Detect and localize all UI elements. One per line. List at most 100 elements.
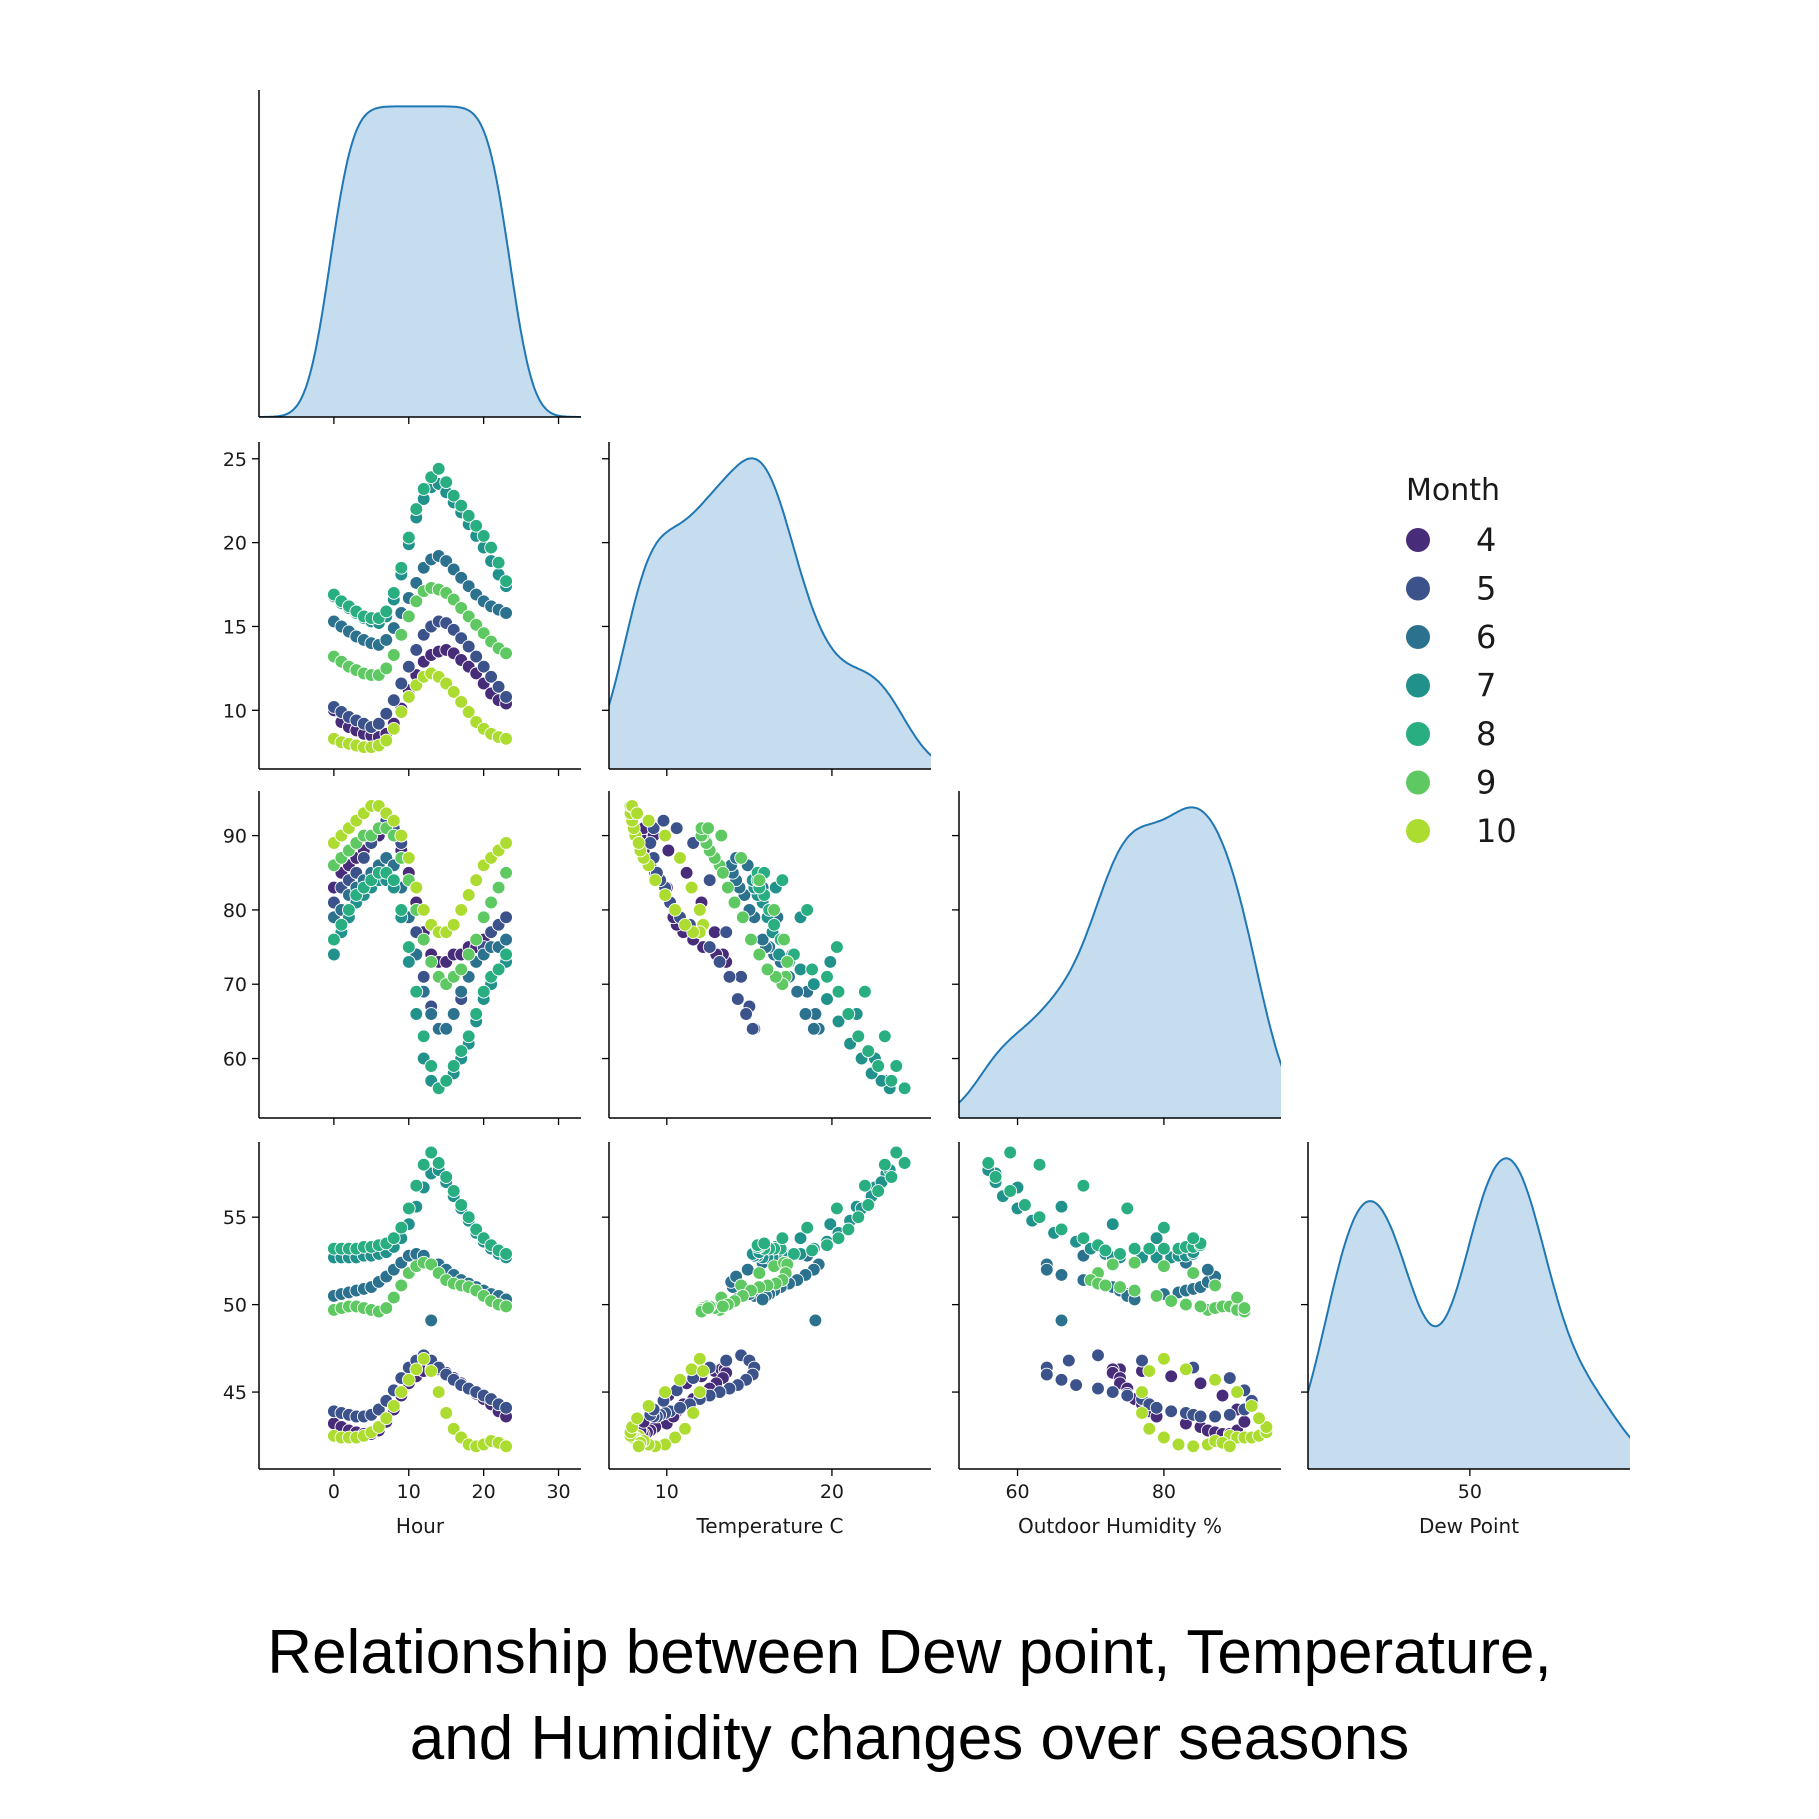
scatter-point-month-8 [841,1222,856,1237]
scatter-point-month-5 [401,659,416,674]
scatter-point-month-4 [1193,1376,1208,1391]
scatter-point-month-8 [416,1157,431,1172]
scatter-point-month-8 [439,1073,454,1088]
scatter-point-month-10 [394,705,409,719]
scatter-point-month-4 [1215,1388,1230,1403]
scatter-point-month-8 [386,586,401,600]
scatter-point-month-6 [755,1292,770,1307]
panel-dew-vs-hum: 60 80 Outdoor Humidity % [952,1142,1281,1538]
scatter-point-month-7 [409,1007,424,1021]
scatter-point-month-8 [1142,1241,1157,1256]
panel-hour-vs-hour [258,90,581,424]
scatter-point-month-6 [1200,1262,1215,1277]
scatter-point-month-9 [716,865,730,880]
scatter-point-month-8 [831,1231,846,1246]
scatter-point-month-8 [1032,1157,1047,1172]
scatter-point-month-10 [631,836,646,850]
panel-dew-vs-dew: 50 Dew Point [1301,1142,1630,1538]
scatter-point-month-8 [491,555,506,570]
scatter-point-month-8 [446,1184,461,1198]
y-tick-label: 90 [223,826,247,848]
scatter-point-month-8 [889,1145,904,1160]
scatter-point-month-8 [805,962,819,977]
scatter-point-month-8 [757,1236,772,1251]
scatter-point-month-5 [1091,1348,1105,1363]
scatter-point-month-10 [630,806,644,821]
x-axis-label-hour: Hour [396,1514,445,1538]
scatter-point-month-9 [767,903,781,917]
scatter-point-month-8 [394,560,409,575]
legend-marker [1406,576,1430,601]
scatter-point-month-8 [424,1145,439,1160]
scatter-point-month-8 [499,574,513,589]
scatter-point-month-4 [1237,1414,1252,1429]
scatter-point-month-8 [877,1157,892,1172]
scatter-point-month-5 [702,940,717,954]
scatter-point-month-10 [499,1439,513,1454]
scatter-point-month-8 [499,1247,513,1261]
scatter-point-month-10 [673,851,687,865]
scatter-point-month-6 [1054,1313,1069,1328]
scatter-point-month-5 [669,821,684,836]
scatter-point-month-9 [721,880,735,895]
scatter-point-month-10 [394,828,409,843]
scatter-point-month-8 [461,1210,476,1225]
scatter-point-month-8 [897,1081,912,1096]
scatter-point-month-5 [356,851,371,865]
legend-label: 6 [1476,618,1496,656]
legend-item-6: 6 [1406,618,1496,656]
scatter-point-month-8 [988,1170,1003,1184]
scatter-point-month-8 [851,1029,866,1044]
scatter-point-month-8 [851,1210,866,1225]
scatter-point-month-9 [476,910,491,925]
scatter-point-month-8 [830,940,844,954]
kde-fill-dew [1308,1158,1630,1469]
scatter-point-month-5 [1149,1400,1164,1415]
scatter-point-month-9 [461,947,476,962]
scatter-point-month-4 [679,865,694,880]
scatter-point-month-8 [884,1170,899,1184]
scatter-point-month-8 [831,984,846,999]
scatter-point-month-9 [752,873,767,888]
scatter-point-month-10 [1142,1421,1157,1436]
legend-item-7: 7 [1406,667,1496,705]
scatter-point-month-6 [1039,1262,1054,1277]
scatter-point-month-9 [1193,1299,1208,1314]
scatter-point-month-7 [823,955,838,969]
scatter-point-month-9 [777,932,791,947]
x-tick-label: 60 [1005,1481,1029,1503]
scatter-point-month-8 [469,1007,484,1021]
scatter-point-month-9 [752,1266,767,1280]
x-tick-label: 80 [1152,1481,1176,1503]
scatter-point-month-4 [707,925,722,940]
scatter-point-month-8 [401,1201,416,1216]
scatter-point-month-5 [1120,1388,1135,1403]
scatter-point-month-8 [1018,1198,1032,1212]
panel-hum-vs-hum [952,791,1281,1125]
legend-marker [1406,625,1430,649]
scatter-point-month-10 [668,1430,682,1445]
caption-line-1: Relationship between Dew point, Temperat… [267,1618,1552,1687]
scatter-point-month-7 [831,1014,846,1029]
scatter-point-month-10 [439,1406,454,1420]
kde-line-hour [259,105,581,417]
scatter-point-month-9 [386,1290,401,1305]
scatter-point-month-8 [469,1222,484,1237]
scatter-point-month-5 [1135,1353,1149,1368]
scatter-point-month-10 [454,903,469,917]
scatter-point-month-10 [469,873,484,888]
scatter-point-month-8 [334,917,349,932]
scatter-point-month-10 [424,1364,439,1378]
scatter-point-month-10 [446,1421,461,1436]
scatter-point-month-10 [386,1399,401,1413]
scatter-point-month-10 [1259,1420,1274,1434]
scatter-point-month-8 [897,1156,912,1170]
scatter-point-month-8 [499,947,513,962]
x-tick-label: 10 [655,1481,679,1503]
scatter-point-month-8 [981,1156,996,1170]
scatter-point-month-8 [775,873,790,888]
scatter-point-month-9 [735,910,750,925]
legend-label: 4 [1476,521,1496,559]
scatter-point-month-6 [424,1007,439,1021]
